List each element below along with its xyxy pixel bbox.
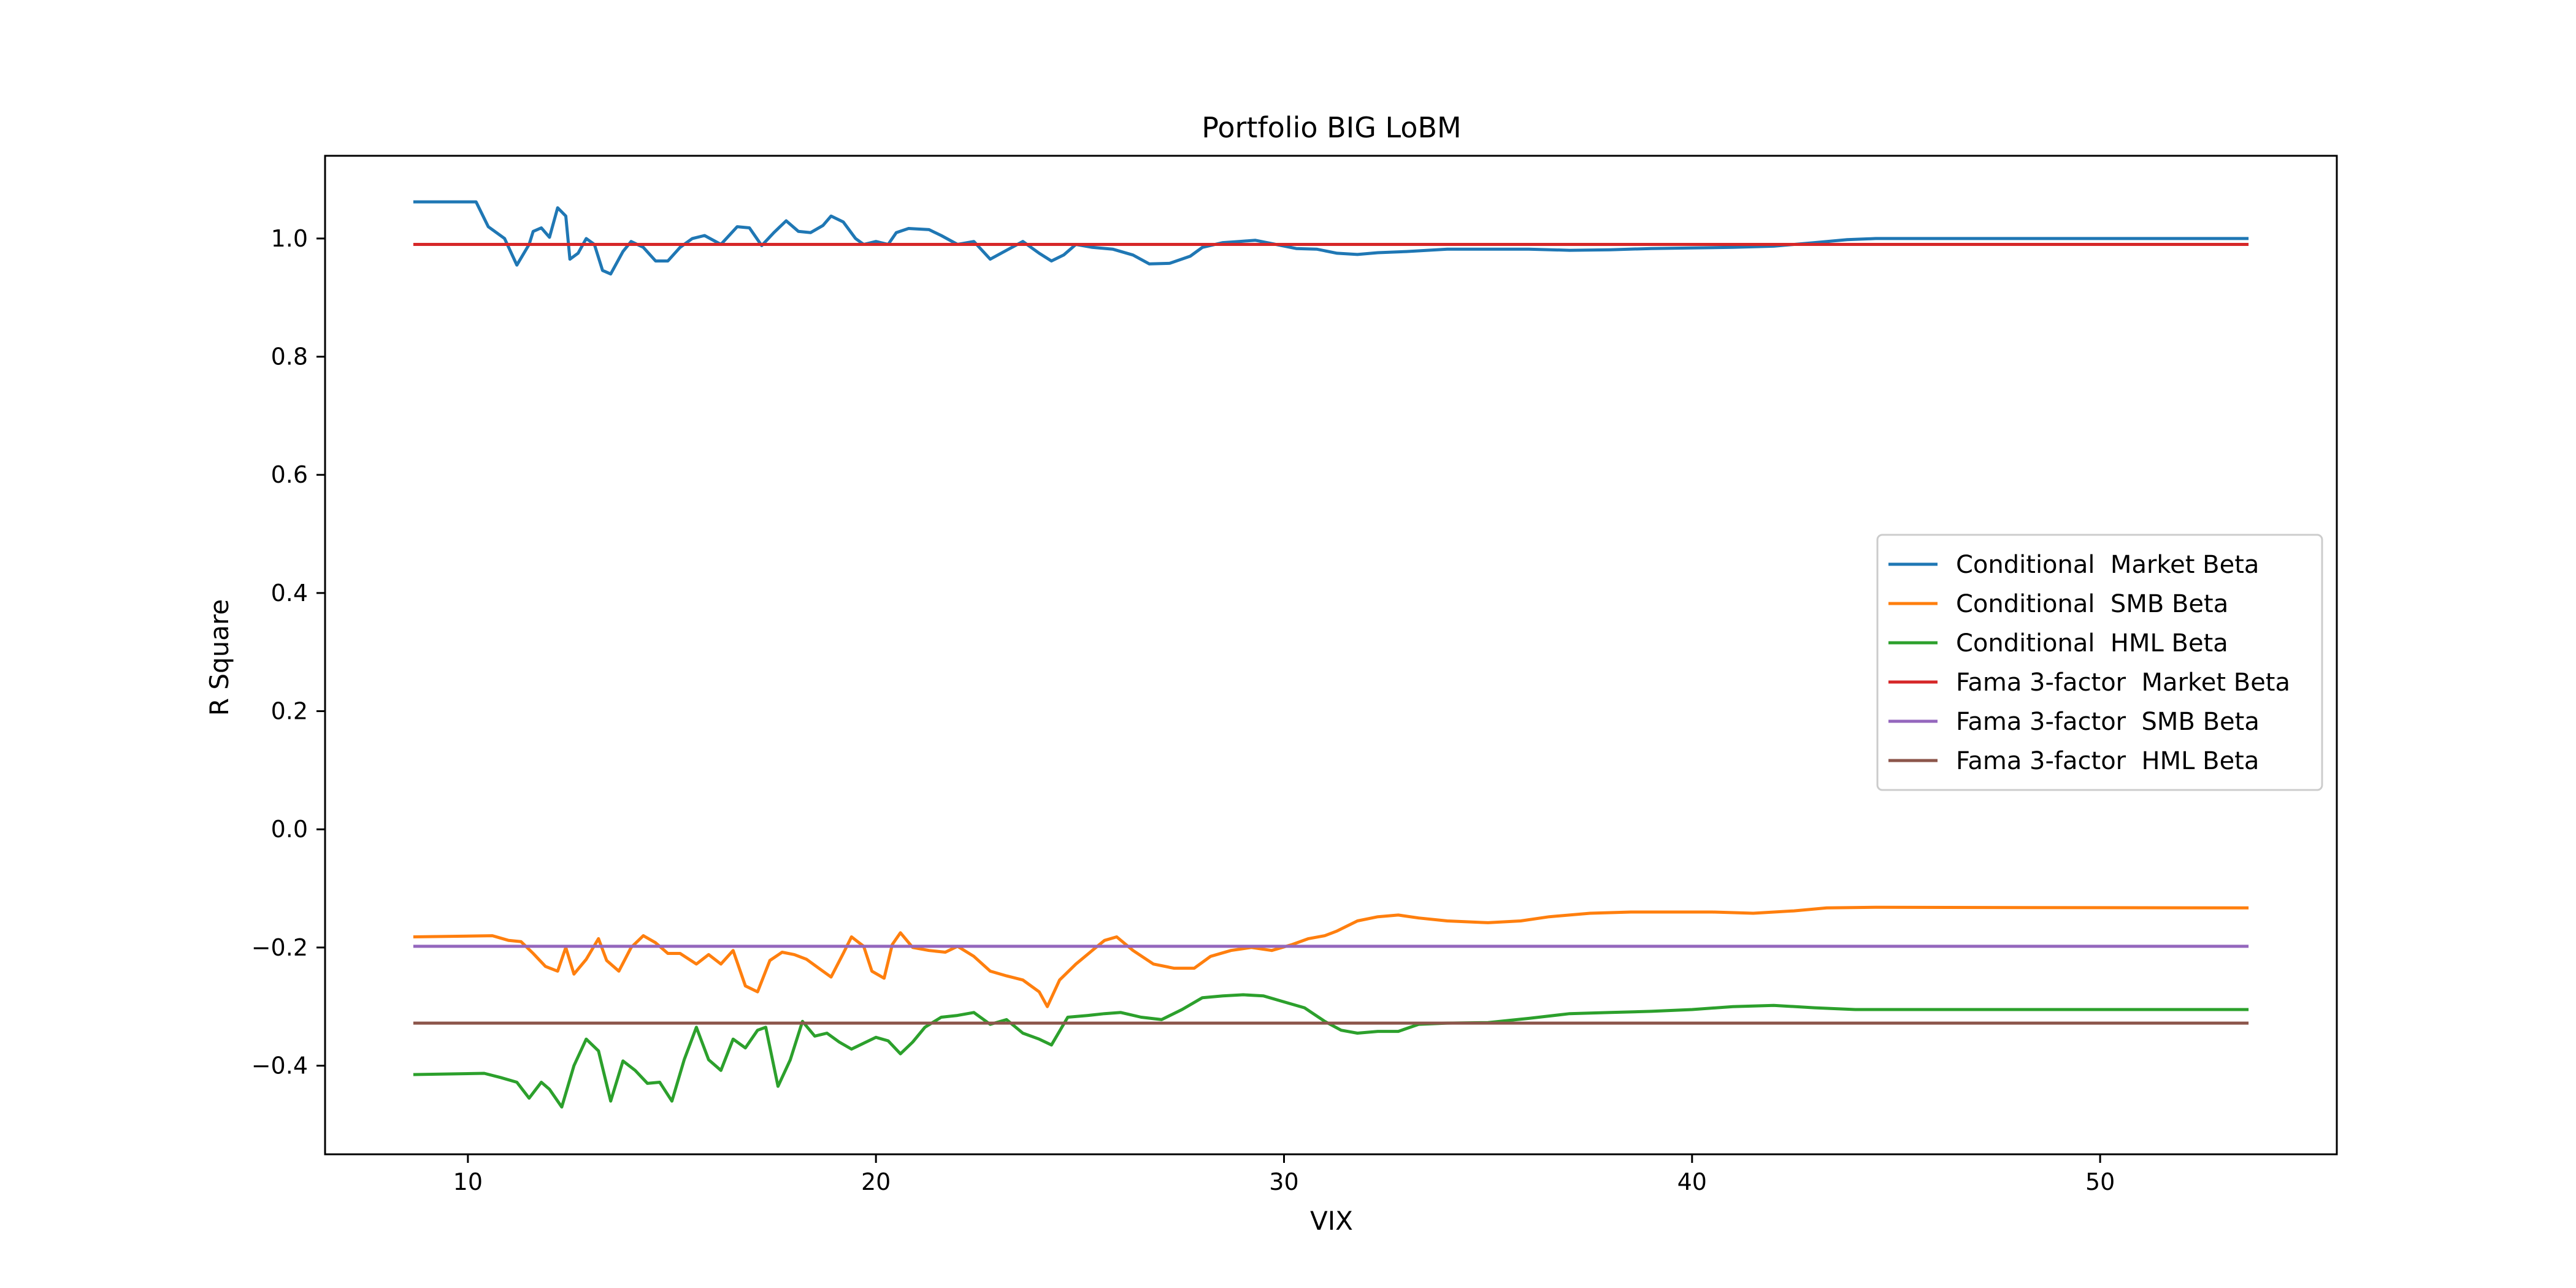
legend-label: Fama 3-factor Market Beta [1956,669,2290,697]
series-layer [413,200,2249,1109]
x-tick-label: 20 [861,1168,891,1195]
y-tick-label: 0.0 [271,816,308,843]
legend-label: Conditional Market Beta [1956,551,2259,579]
y-tick-label: 0.8 [271,343,308,370]
y-axis: −0.4 −0.2 0.0 0.2 0.4 0.6 0.8 1.0 [251,225,325,1079]
series-line-3 [413,993,2249,1109]
legend-label: Fama 3-factor SMB Beta [1956,708,2260,736]
x-tick-label: 40 [1677,1168,1707,1195]
y-tick-label: −0.4 [251,1052,308,1079]
x-tick-label: 10 [453,1168,483,1195]
y-tick-label: 0.6 [271,461,308,488]
x-axis: 10 20 30 40 50 [453,1154,2115,1195]
legend: Conditional Market Beta Conditional SMB B… [1876,534,2323,791]
y-tick-label: 0.2 [271,698,308,725]
x-tick-label: 30 [1269,1168,1298,1195]
legend-label: Fama 3-factor HML Beta [1956,747,2259,775]
chart-title: Portfolio BIG LoBM [1202,111,1461,144]
legend-box [1876,534,2323,791]
legend-label: Conditional SMB Beta [1956,590,2228,618]
legend-label: Conditional HML Beta [1956,629,2228,657]
y-tick-label: 1.0 [271,225,308,252]
series-line-1 [413,200,2249,276]
y-tick-label: 0.4 [271,580,308,607]
x-axis-label: VIX [1310,1206,1353,1236]
y-tick-label: −0.2 [251,934,308,961]
x-tick-label: 50 [2085,1168,2115,1195]
y-axis-label: R Square [204,599,234,716]
plot-frame [324,155,2338,1156]
